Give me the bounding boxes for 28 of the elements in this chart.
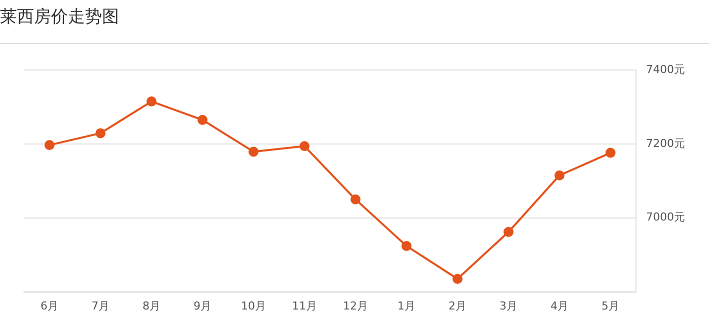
- point: [402, 240, 412, 251]
- x-tick-label: 12月: [343, 299, 368, 312]
- point: [300, 141, 310, 152]
- x-tick-label: 11月: [292, 299, 318, 312]
- point: [44, 140, 54, 150]
- chart-title: 莱西房价走势图: [0, 0, 709, 44]
- x-tick-label: 8月: [142, 299, 160, 312]
- point: [198, 114, 208, 125]
- y-tick-label: 7200元: [646, 136, 686, 150]
- point: [146, 96, 156, 106]
- point: [504, 226, 514, 237]
- x-tick-label: 2月: [448, 299, 467, 312]
- point: [554, 170, 565, 180]
- x-tick-label: 1月: [398, 299, 416, 312]
- x-tick-label: 4月: [550, 299, 569, 312]
- x-tick-label: 3月: [500, 299, 518, 312]
- point: [350, 194, 361, 204]
- x-tick-label: 5月: [602, 299, 620, 312]
- x-tick-label: 6月: [40, 299, 58, 312]
- y-tick-label: 7400元: [646, 62, 686, 76]
- y-tick-label: 7000元: [646, 210, 686, 224]
- point: [248, 146, 258, 157]
- x-tick-label: 10月: [241, 299, 266, 312]
- point: [606, 148, 616, 158]
- x-tick-label: 9月: [194, 299, 212, 312]
- point: [96, 128, 106, 138]
- x-tick-label: 7月: [92, 299, 110, 312]
- point: [452, 274, 463, 284]
